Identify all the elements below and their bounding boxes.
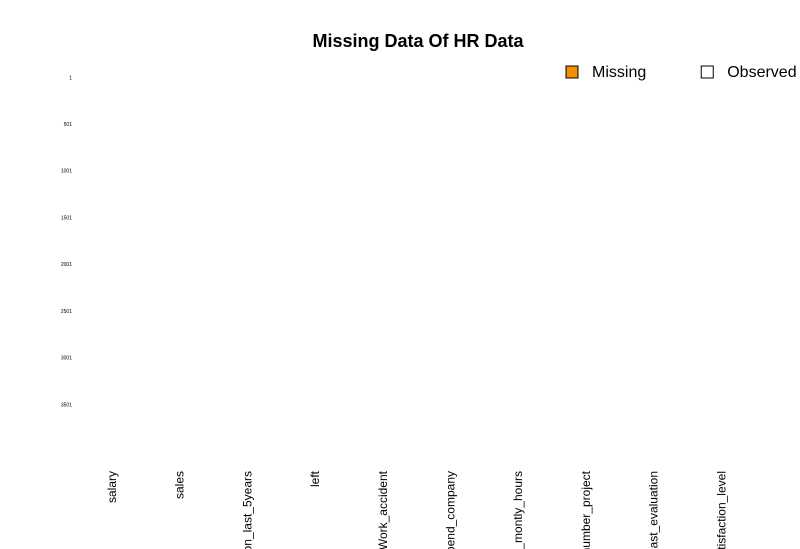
observed-column [690, 76, 758, 455]
y-tick-label: 2001 [61, 262, 72, 268]
y-tick-label: 1501 [61, 215, 72, 221]
legend-swatch [700, 65, 714, 79]
legend-label: Observed [727, 64, 796, 81]
plot-area: salary sales promotion_last_5years left Work… [61, 75, 758, 549]
observed-column [81, 76, 149, 455]
observed-column [351, 76, 420, 455]
observed-column [284, 76, 352, 455]
x-tick-label: left [308, 470, 322, 487]
observed-column [419, 76, 488, 455]
chart-title: Missing Data Of HR Data [312, 31, 524, 51]
y-tick-label: 3501 [61, 402, 72, 408]
observed-column [216, 76, 285, 455]
x-tick-label: satisfaction_level [714, 471, 728, 549]
x-tick-label: promotion_last_5years [240, 471, 254, 549]
y-tick-label: 1001 [61, 169, 72, 175]
legend-label: Missing [592, 64, 646, 81]
y-tick-label: 2501 [61, 309, 72, 315]
x-tick-label: average_montly_hours [511, 471, 525, 549]
observed-column [554, 76, 623, 455]
x-tick-label: last_evaluation [647, 471, 661, 549]
observed-column [148, 76, 217, 455]
observed-column [487, 76, 555, 455]
y-tick-label: 1 [69, 75, 72, 81]
x-tick-label: sales [173, 471, 187, 499]
legend-swatch [565, 65, 579, 79]
x-tick-label: time_spend_company [444, 471, 458, 549]
y-tick-label: 501 [64, 122, 73, 128]
x-tick-label: salary [105, 471, 119, 503]
x-tick-label: number_project [579, 470, 593, 549]
observed-column [622, 76, 691, 455]
x-tick-label: Work_accident [376, 470, 390, 549]
y-tick-label: 3001 [61, 356, 72, 362]
